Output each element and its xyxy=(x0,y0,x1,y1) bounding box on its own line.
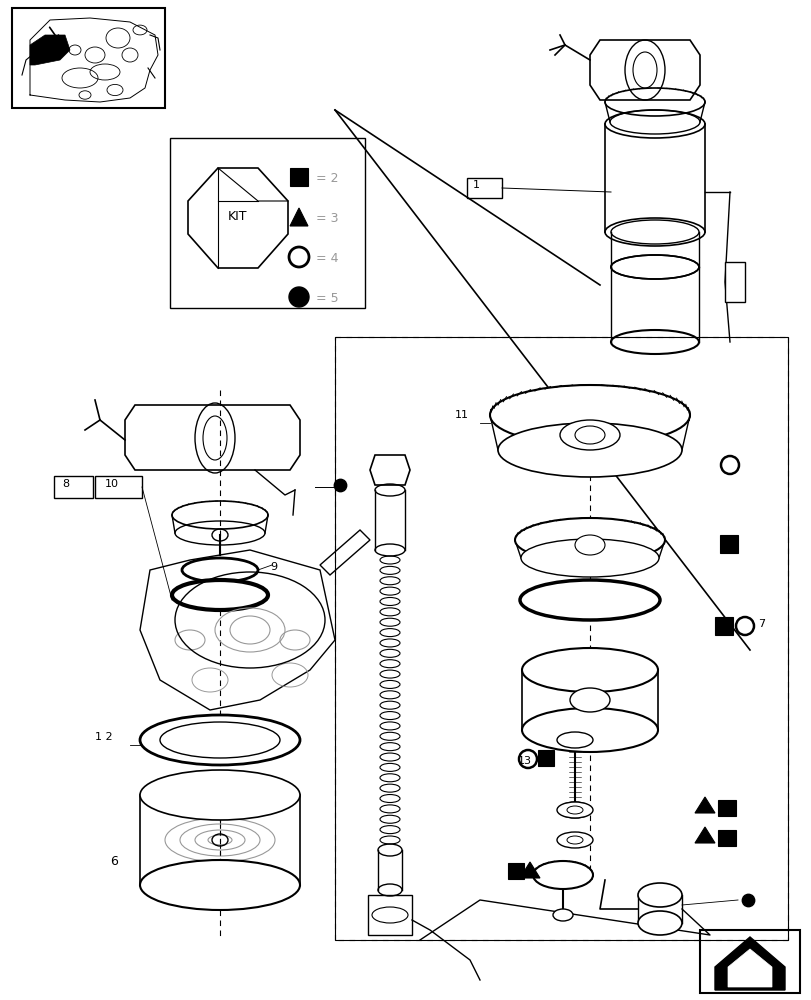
Text: = 3: = 3 xyxy=(315,212,338,225)
Bar xyxy=(724,262,744,302)
Polygon shape xyxy=(717,830,735,846)
Polygon shape xyxy=(714,617,732,635)
Ellipse shape xyxy=(564,804,584,816)
Ellipse shape xyxy=(139,770,299,820)
Bar xyxy=(95,476,142,498)
Ellipse shape xyxy=(532,861,592,889)
Ellipse shape xyxy=(556,802,592,818)
Ellipse shape xyxy=(574,426,604,444)
Polygon shape xyxy=(290,168,307,186)
Polygon shape xyxy=(694,827,714,843)
Polygon shape xyxy=(508,863,523,879)
Bar xyxy=(466,178,501,198)
Ellipse shape xyxy=(182,558,258,582)
Polygon shape xyxy=(30,35,70,65)
Polygon shape xyxy=(519,862,539,878)
Ellipse shape xyxy=(289,247,309,267)
Ellipse shape xyxy=(172,580,268,610)
Ellipse shape xyxy=(139,860,299,910)
Ellipse shape xyxy=(574,535,604,555)
Polygon shape xyxy=(727,949,771,987)
Ellipse shape xyxy=(556,832,592,848)
Ellipse shape xyxy=(518,750,536,768)
Text: 6: 6 xyxy=(109,855,118,868)
Polygon shape xyxy=(290,208,307,226)
Ellipse shape xyxy=(560,420,620,450)
Polygon shape xyxy=(719,535,737,553)
Polygon shape xyxy=(694,797,714,813)
Ellipse shape xyxy=(720,456,738,474)
Polygon shape xyxy=(714,937,784,990)
Ellipse shape xyxy=(139,715,299,765)
Ellipse shape xyxy=(521,708,657,752)
Ellipse shape xyxy=(637,911,681,935)
Point xyxy=(740,892,753,908)
Text: = 4: = 4 xyxy=(315,252,338,265)
Ellipse shape xyxy=(566,836,582,844)
Bar xyxy=(54,476,93,498)
Ellipse shape xyxy=(637,883,681,907)
Point xyxy=(333,477,346,493)
Bar xyxy=(12,8,165,108)
Text: = 2: = 2 xyxy=(315,172,338,185)
Polygon shape xyxy=(538,750,553,766)
Text: KIT: KIT xyxy=(228,210,247,223)
Ellipse shape xyxy=(497,423,681,477)
Ellipse shape xyxy=(521,539,659,577)
Ellipse shape xyxy=(552,909,573,921)
Text: 10: 10 xyxy=(105,479,119,489)
Text: 1: 1 xyxy=(473,180,479,190)
Ellipse shape xyxy=(556,732,592,748)
Bar xyxy=(335,337,787,940)
Text: = 5: = 5 xyxy=(315,292,338,305)
Bar xyxy=(699,930,799,993)
Text: 13: 13 xyxy=(517,756,531,766)
Bar xyxy=(367,895,411,935)
Text: 9: 9 xyxy=(270,562,277,572)
Bar xyxy=(169,138,365,308)
Text: 8: 8 xyxy=(62,479,69,489)
Ellipse shape xyxy=(566,806,582,814)
Ellipse shape xyxy=(569,688,609,712)
Ellipse shape xyxy=(514,518,664,562)
Ellipse shape xyxy=(519,580,659,620)
Ellipse shape xyxy=(489,385,689,445)
Ellipse shape xyxy=(521,648,657,692)
Ellipse shape xyxy=(735,617,753,635)
Ellipse shape xyxy=(558,802,590,818)
Ellipse shape xyxy=(160,722,280,758)
Text: 1 2: 1 2 xyxy=(95,732,113,742)
Polygon shape xyxy=(717,800,735,816)
Ellipse shape xyxy=(289,287,309,307)
Text: 11: 11 xyxy=(454,410,469,420)
Text: 7: 7 xyxy=(757,619,764,629)
